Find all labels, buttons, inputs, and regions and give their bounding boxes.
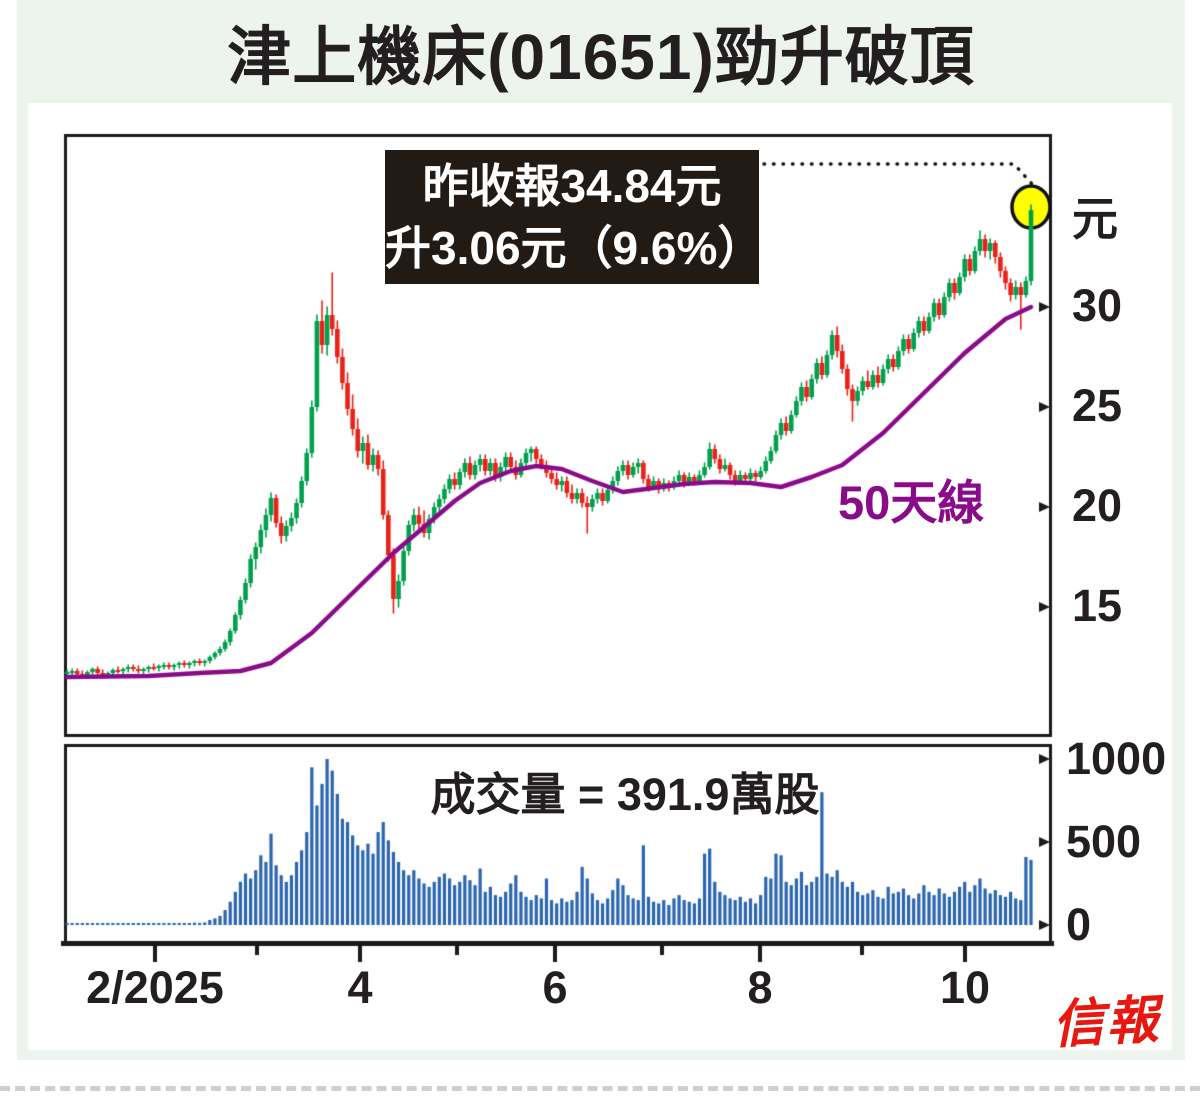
- bottom-cut-dashed-line: [0, 1086, 1200, 1091]
